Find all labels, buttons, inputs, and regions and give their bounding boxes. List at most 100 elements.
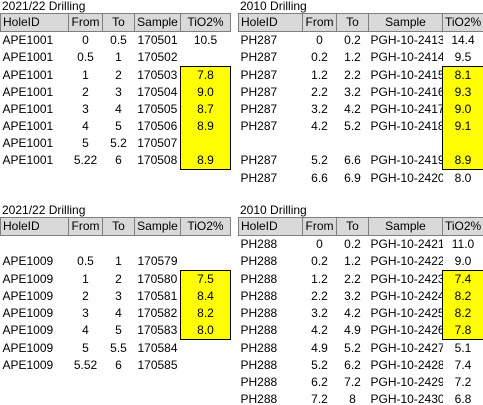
data-row: PH287 2.2 3.2 PGH-10-2416 9.3 [239,84,483,101]
cell: 2.2 [344,67,361,82]
tio2-cell: 9.5 [454,50,472,64]
cell [103,236,135,254]
tio2-cell: 8.1 [442,66,483,84]
tio2-cell: 7.8 [180,66,231,84]
cell: 3.2 [344,85,361,99]
cell: APE1001 [2,153,54,168]
data-row: APE1009 5 5.5 170584 [1,340,231,358]
data-row: PH287 0 0.2 PGH-10-2413 14.4 [239,32,483,50]
tio2-cell: 8.2 [442,288,483,305]
cell: 4.2 [311,119,328,133]
tio2-cell [180,135,231,152]
cell: PGH-10-2415 [370,67,443,82]
cell: PH287 [240,119,278,133]
header-cell: To [336,217,369,236]
cell [69,236,103,254]
cell: PH287 [240,102,278,116]
cell: PH288 [240,323,278,338]
tio2-cell [181,236,231,254]
cell: 2 [82,85,89,99]
data-row: PH288 0.2 1.2 PGH-10-2422 9.0 [239,253,483,271]
cell: 5.2 [110,136,127,150]
cell: APE1001 [2,50,54,65]
cell: 0 [82,33,89,47]
cell: 4 [82,119,89,133]
table-block: 2010 Drilling HoleID From To Sample TiO2% PH28… [238,0,483,187]
cell: PGH-10-2417 [370,102,443,116]
cell: PGH-10-2416 [370,85,443,99]
cell: 4 [115,102,122,116]
cell: 1.2 [311,271,328,286]
cell: 7.2 [344,375,361,389]
data-table: HoleID From To Sample TiO2% PH288 0 0.2 PGH-10-2… [238,217,483,405]
cell: 3.2 [311,102,328,116]
header-cell: Sample [134,217,181,236]
header-cell: TiO2% [180,217,231,236]
cell: PGH-10-2414 [370,50,443,65]
cell: PGH-10-2425 [370,306,443,320]
header-row: HoleID From To Sample TiO2% [238,13,483,32]
cell [1,236,69,254]
cell: PH287 [240,50,278,65]
cell: PGH-10-2419 [370,153,443,168]
header-cell: From [302,13,337,32]
data-row: PH288 4.9 5.2 PGH-10-2427 5.1 [239,340,483,358]
header-cell: Sample [368,13,443,32]
tio2-cell: 8.7 [180,101,231,118]
data-row: APE1001 0.5 1 170502 [1,49,231,67]
data-row: PH287 0.2 1.2 PGH-10-2414 9.5 [239,49,483,67]
cell: PGH-10-2430 [370,392,443,405]
cell [239,135,303,152]
table-block: 2021/22 Drilling HoleID From To Sample TiO2% A… [0,0,231,170]
cell: APE1009 [2,340,54,355]
cell: 6.2 [311,375,328,389]
data-row: PH288 1.2 2.2 PGH-10-2423 7.4 [239,270,483,288]
header-cell: Sample [368,217,443,236]
header-cell: To [102,217,135,236]
cell: 7.2 [311,392,328,405]
tio2-cell: 7.8 [442,322,483,340]
header-cell: TiO2% [180,13,231,32]
cell [303,135,337,152]
cell: APE1001 [2,136,54,150]
header-cell: HoleID [0,13,69,32]
tio2-cell: 8.0 [454,171,472,185]
cell: 0 [316,237,323,251]
cell: 5 [82,340,89,355]
cell: 2.2 [311,85,328,99]
cell: PGH-10-2429 [370,375,443,389]
cell: APE1009 [2,306,54,320]
cell: 5.2 [311,358,328,372]
tio2-cell: 8.9 [180,118,231,135]
cell [369,135,443,152]
data-row: APE1001 0 0.5 170501 10.5 [1,32,231,50]
cell: APE1001 [2,102,54,116]
data-table: HoleID From To Sample TiO2% APE1009 0.5 1 170579… [0,217,231,374]
tio2-cell: 9.0 [442,101,483,118]
cell: PH287 [240,33,278,47]
data-table: HoleID From To Sample TiO2% APE1001 0 0.5 170501… [0,13,231,170]
header-row: HoleID From To Sample TiO2% [238,217,483,236]
data-row: APE1009 3 4 170582 8.2 [1,305,231,322]
cell: APE1009 [2,254,54,269]
cell: PH288 [240,375,278,389]
header-cell: From [68,13,103,32]
header-cell: HoleID [238,13,303,32]
header-cell: To [336,13,369,32]
cell: PGH-10-2418 [370,119,443,133]
cell: 3 [82,102,89,116]
header-cell: From [302,217,337,236]
data-row: PH287 6.6 6.9 PGH-10-2420 8.0 [239,170,483,188]
cell: 5.2 [344,119,361,133]
cell: 1 [115,50,122,65]
cell: 5 [82,136,89,150]
data-row: PH288 5.2 6.2 PGH-10-2428 7.4 [239,357,483,374]
cell: 170579 [137,254,178,269]
cell: PH288 [240,340,278,355]
cell: 6.2 [344,358,361,372]
cell: 2 [82,289,89,303]
tio2-cell: 7.2 [454,375,472,389]
cell: 5 [115,119,122,133]
cell: PH288 [240,306,278,320]
